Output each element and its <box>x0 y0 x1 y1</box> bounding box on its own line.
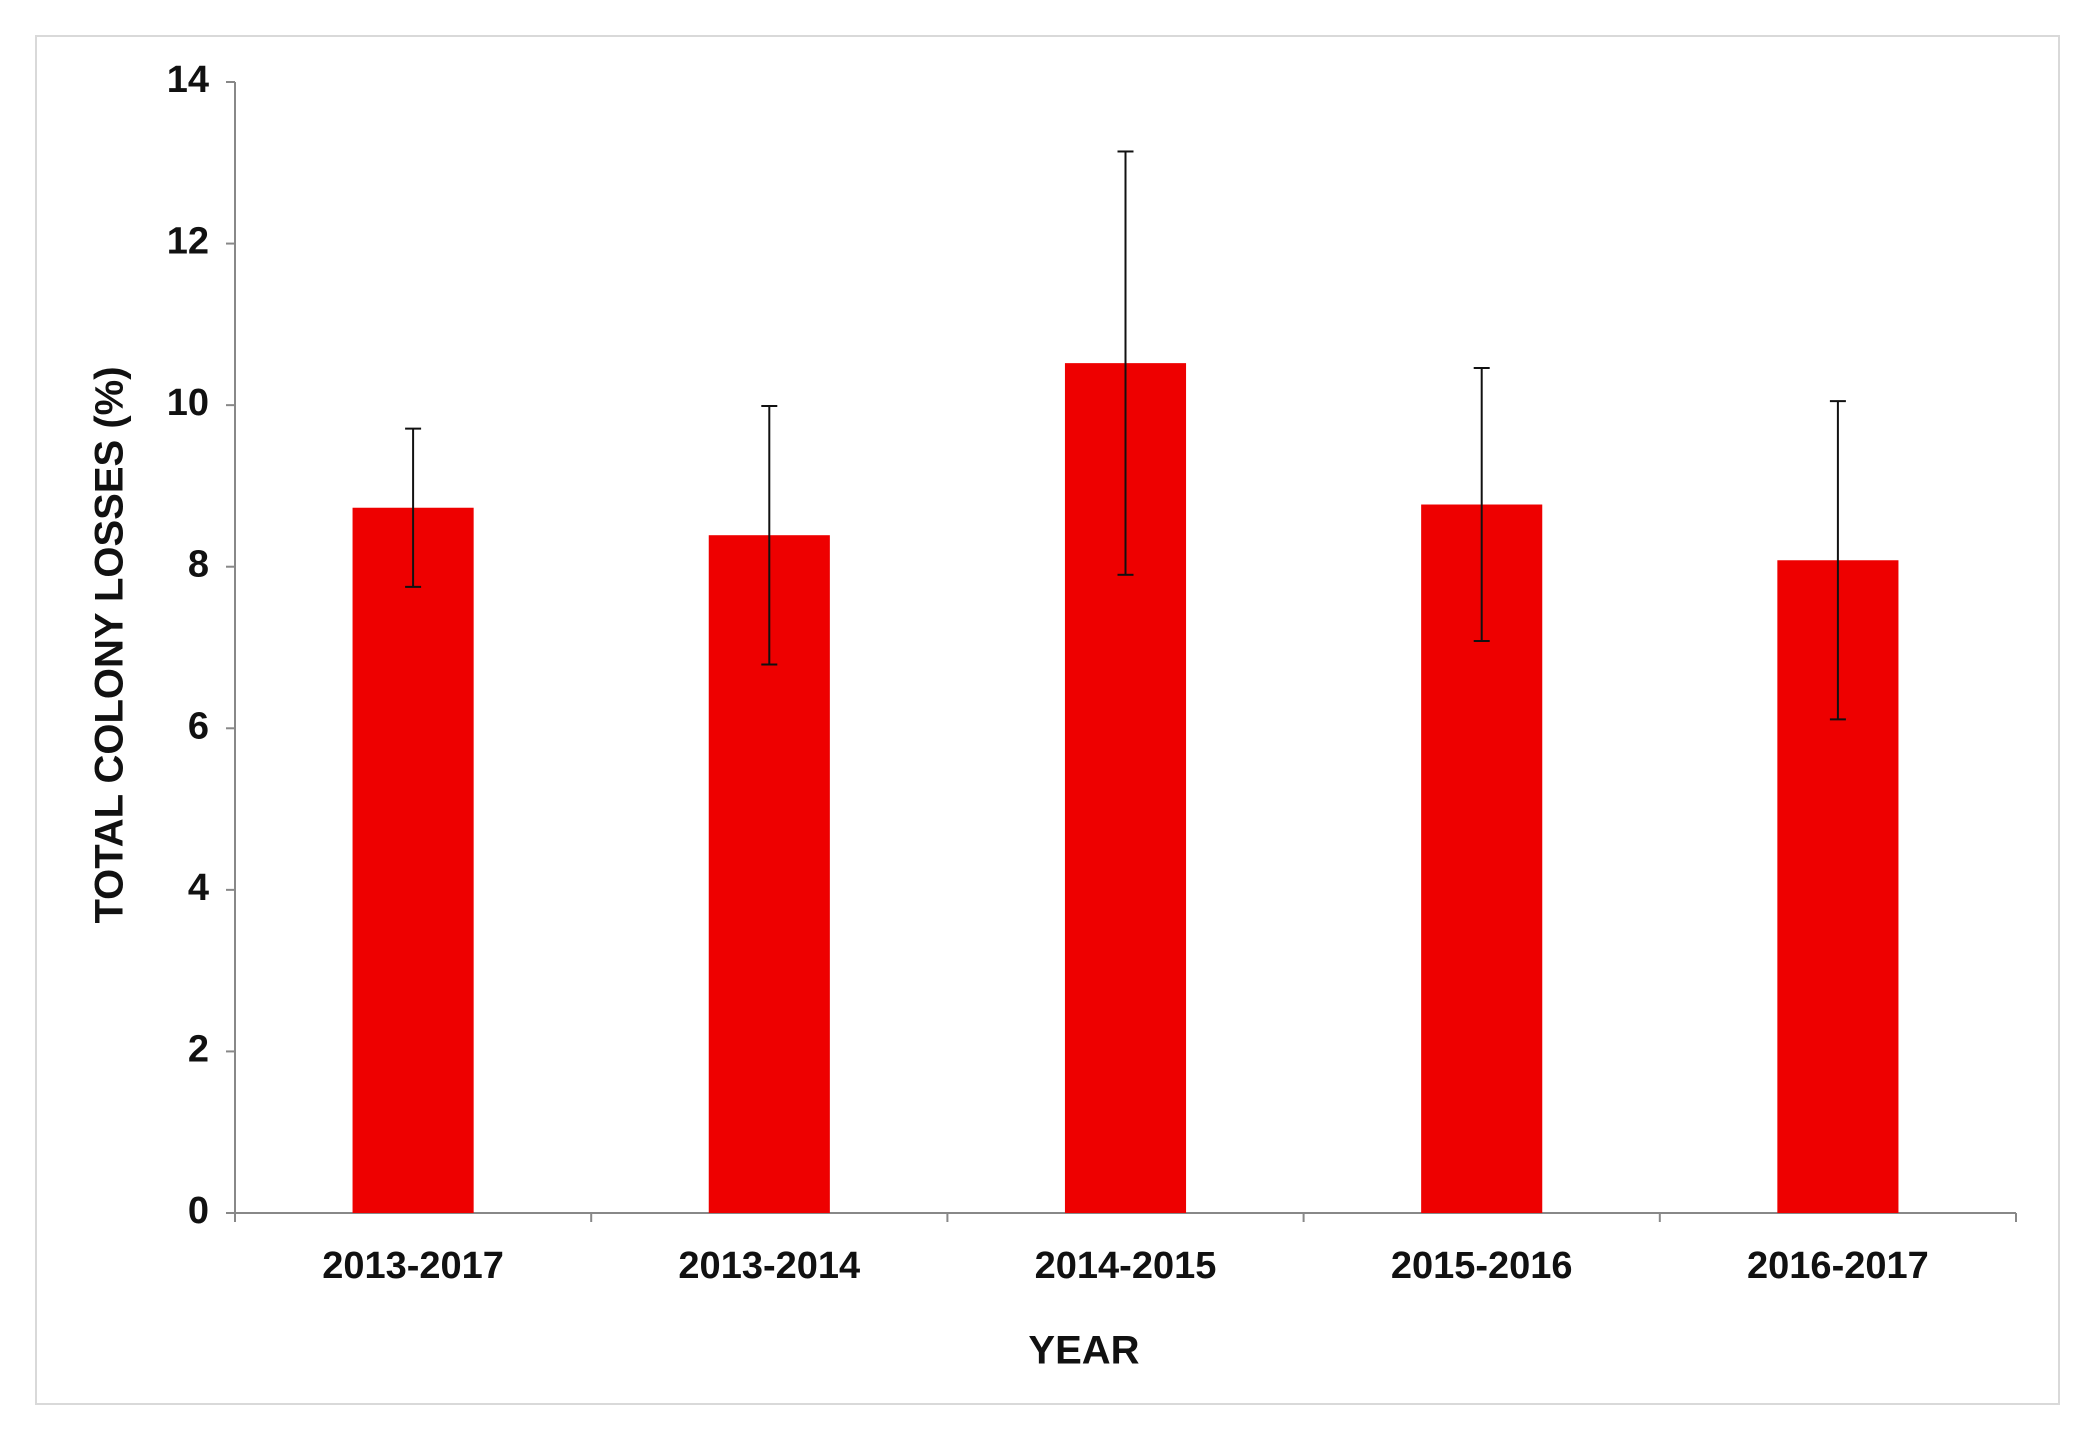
x-tick-label: 2016-2017 <box>1747 1245 1929 1287</box>
y-tick-label: 4 <box>188 867 209 909</box>
y-tick-label: 14 <box>167 59 209 101</box>
x-axis-title: YEAR <box>1028 1329 1139 1373</box>
error-bar <box>405 427 422 588</box>
chart-frame <box>35 35 2060 1405</box>
error-bar <box>1473 366 1490 643</box>
error-bar <box>1829 400 1846 721</box>
y-tick-label: 8 <box>188 544 209 586</box>
y-tick-label: 6 <box>188 705 209 747</box>
x-tick-label: 2014-2015 <box>1035 1245 1217 1287</box>
x-tick-label: 2013-2017 <box>322 1245 504 1287</box>
y-tick-label: 2 <box>188 1028 209 1070</box>
y-tick-label: 10 <box>167 382 209 424</box>
error-bar <box>1117 150 1134 576</box>
error-bar <box>761 404 778 666</box>
y-tick-label: 0 <box>188 1190 209 1232</box>
x-tick-label: 2013-2014 <box>678 1245 860 1287</box>
y-axis-title: TOTAL COLONY LOSSES (%) <box>88 366 132 923</box>
bar <box>352 507 474 1213</box>
y-tick-label: 12 <box>167 221 209 263</box>
x-tick-label: 2015-2016 <box>1391 1245 1573 1287</box>
